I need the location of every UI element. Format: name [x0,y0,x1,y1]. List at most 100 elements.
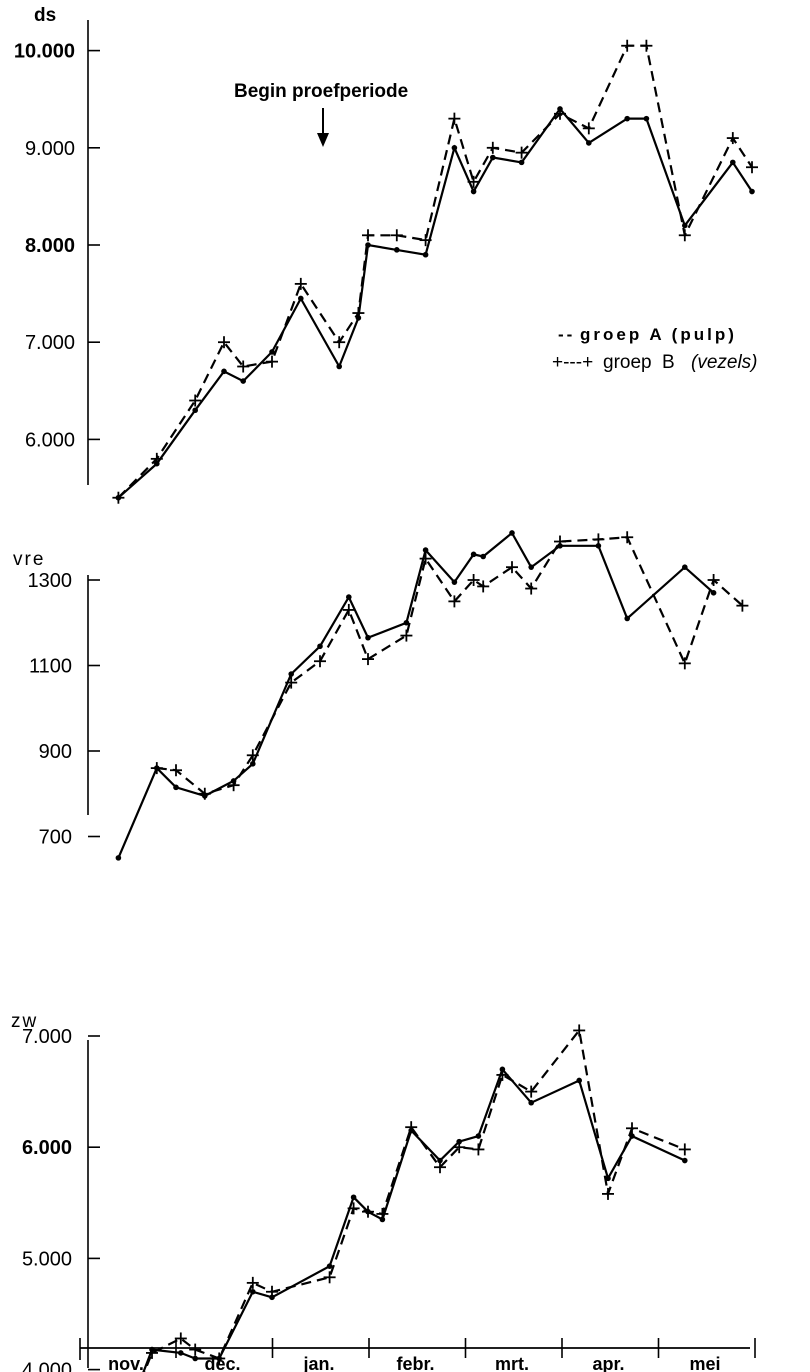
series-line-groep-a [117,107,753,499]
data-point-plus [496,1068,509,1081]
data-point-plus [112,491,125,504]
data-point-plus [573,1024,586,1037]
data-point-plus [170,764,182,777]
data-point-plus [333,336,346,349]
data-point-plus [198,787,211,800]
y-tick-label: 7.000 [25,332,75,354]
y-tick-label: 6.000 [22,1137,72,1159]
x-tick-label-nov: nov. [108,1354,144,1372]
y-tick-label: 8.000 [25,235,75,257]
data-point-plus [506,561,518,574]
data-point-dot [682,1157,688,1164]
data-point-plus [678,1143,691,1156]
data-point-dot [624,615,630,622]
data-point-dot [298,295,304,302]
series-line-groep-b [156,536,744,796]
data-point-plus [218,336,230,349]
data-point-plus [515,146,528,159]
data-point-plus [362,653,374,666]
data-point-plus [323,1271,336,1284]
data-point-plus [146,1346,158,1359]
data-point-plus [362,1205,374,1218]
x-tick-label-apr: apr. [592,1354,624,1372]
x-tick-label-febr: febr. [396,1354,434,1372]
data-point-plus [626,1122,638,1135]
y-tick-label: 700 [39,827,72,849]
series-line-groep-a [117,531,715,859]
y-tick-label: 4.000 [22,1360,72,1372]
data-point-plus [362,229,374,242]
series-line-groep-a [142,1067,686,1372]
x-tick-label-jan: jan. [302,1354,334,1372]
x-axis: nov. dec. jan. febr. mrt. apr. mei [79,1338,756,1372]
begin-period-annotation: Begin proefperiode [234,81,408,102]
data-point-plus [150,452,163,465]
data-point-plus [640,39,653,52]
series-line-groep-b [143,1027,686,1372]
data-point-plus [554,535,566,548]
y-tick-label: 900 [39,741,72,763]
data-point-dot [490,154,496,161]
data-point-plus [736,599,749,612]
data-point-plus [554,107,566,120]
data-point-plus [266,355,278,368]
legend-b-italic: (vezels) [691,352,758,373]
data-point-dot [470,551,477,558]
data-point-dot [173,784,179,791]
data-point-plus [237,360,250,373]
y-tick-label: 1300 [28,570,73,592]
data-point-plus [448,112,461,125]
data-point-plus [405,1121,418,1134]
data-point-dot [269,349,275,355]
data-point-dot [437,1157,443,1164]
data-point-dot [682,564,688,570]
data-point-plus [602,1187,614,1200]
data-point-dot [350,1194,357,1201]
data-point-dot [326,1263,333,1269]
panel-ds: 10.000 9.000 8.000 7.000 6.000 [14,20,758,504]
data-point-plus [347,1202,360,1215]
chart-panels: 10.000 9.000 8.000 7.000 6.000 1300 1100 900 700… [14,20,758,1372]
y-tick-label: 5.000 [22,1248,72,1270]
data-point-plus [342,603,355,616]
data-point-dot [480,553,487,560]
data-point-dot [192,407,198,414]
legend: -- groep A (pulp) +---+ groep B (vezels) [552,325,758,373]
data-point-plus [467,175,480,188]
data-point-dot [178,1350,184,1356]
data-point-dot [509,530,515,536]
x-tick-label-dec: dec. [204,1354,240,1372]
data-point-plus [448,595,461,608]
y-tick-label: 1100 [29,656,72,678]
vre-axis-title: vre [13,549,45,570]
ds-axis-title: ds [34,5,56,26]
data-point-plus [678,657,691,670]
data-point-dot [643,115,650,122]
data-point-plus [189,394,202,407]
data-point-dot [115,855,122,861]
data-point-dot [595,543,602,549]
data-point-dot [394,247,400,253]
data-point-dot [192,1355,198,1362]
data-point-dot [422,547,429,553]
data-point-plus [592,533,605,546]
panel-zw: 7.000 6.000 5.000 4.000 [22,1024,691,1372]
data-point-dot [710,590,717,596]
data-point-dot [528,564,534,570]
data-point-plus [525,1085,538,1098]
x-tick-label-mrt: mrt. [495,1354,529,1372]
data-point-plus [726,132,739,145]
legend-b-label: groep [603,352,652,373]
y-tick-label: 7.000 [22,1026,72,1048]
legend-b-marker: +---+ [552,352,593,373]
data-point-plus [621,39,634,52]
y-tick-label: 10.000 [14,41,75,63]
data-point-dot [451,579,458,585]
data-point-dot [470,188,477,195]
y-tick-label: 6.000 [25,429,75,451]
data-point-plus [189,1343,202,1356]
data-point-plus [419,552,432,565]
data-point-plus [467,574,480,586]
data-point-dot [749,188,755,195]
